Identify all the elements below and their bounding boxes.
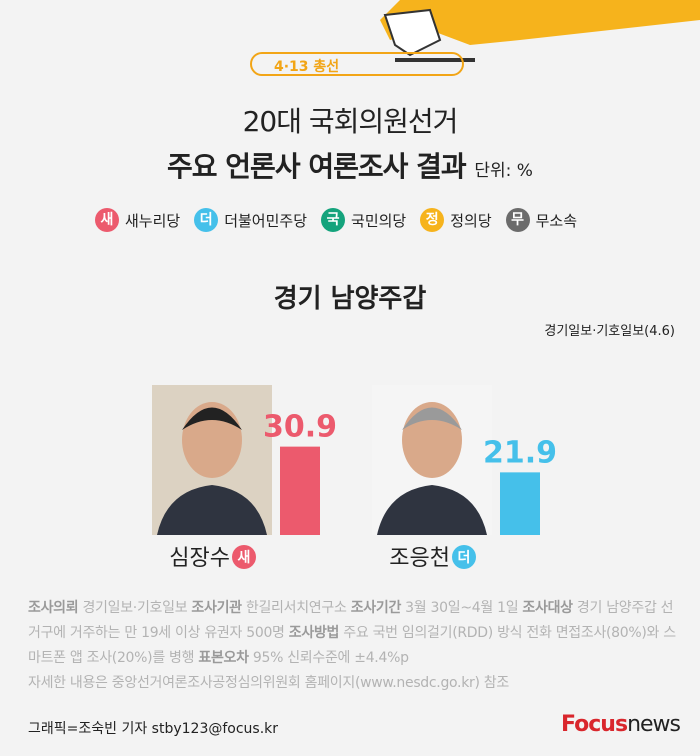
party-mark: 새 [238,550,251,566]
legend-item: 무 무소속 [505,208,578,232]
legend-item: 국 국민의당 [321,208,406,232]
photo-suit [377,485,487,535]
unit: 단위: % [474,161,533,181]
note-paragraph: 조사의뢰 경기일보·기호일보 조사기관 한길리서치연구소 조사기간 3월 30일… [28,596,678,671]
brand: Focus [561,712,628,737]
note-text: 주요 국번 임의걸기(RDD) 방식 전화 면접조사(80%)와 스마트폰 앱 … [28,625,676,666]
chart: 30.9 심장수 새 21.9 조응천 더 [152,385,557,571]
chart-title: 경기 남양주갑 [273,284,427,314]
note-label: 조사대상 [522,600,573,616]
brand-suffix: news [627,712,681,737]
candidate-name: 조응천 [389,546,450,571]
election-tag: 4·13 총선 [250,52,464,76]
note-text: 한길리서치연구소 [241,600,351,616]
party-mark: 새 [95,208,119,232]
value-label: 30.9 [263,410,337,445]
note-label: 조사방법 [288,625,340,641]
candidate-name: 심장수 [169,546,230,571]
logo: Focusnews [561,712,681,737]
party-mark: 국 [321,208,346,232]
photo-suit [157,485,267,535]
photo-hair [182,407,242,430]
source: 경기일보·기호일보(4.6) [544,324,675,339]
tag-text: 4·13 총선 [274,59,340,75]
party-mark: 더 [458,550,471,566]
party-name: 새누리당 [125,211,181,230]
notes: 조사의뢰 경기일보·기호일보 조사기관 한길리서치연구소 조사기간 3월 30일… [28,596,678,696]
party-name: 정의당 [450,211,492,230]
credit: 그래픽=조숙빈 기자 stby123@focus.kr [28,721,279,737]
note-label: 조사기관 [191,600,242,616]
party-mark-bg [232,545,256,569]
bar [280,446,320,535]
party-name: 무소속 [535,211,578,230]
party-mark-bg [452,545,476,569]
title: 20대 국회의원선거 [242,105,459,138]
party-name: 더불어민주당 [224,211,308,230]
legend-item: 새 새누리당 [95,208,180,232]
note-text: 3월 30일~4월 1일 [401,600,523,616]
note-text: 95% 신뢰수준에 ±4.4%p [248,650,409,666]
photo-hair [402,407,462,430]
note-paragraph: 자세한 내용은 중앙선거여론조사공정심의위원회 홈페이지(www.nesdc.g… [28,671,678,696]
title: 주요 언론사 여론조사 결과 단위: % [0,145,700,185]
party-mark: 더 [194,208,219,232]
candidate-photo [152,385,272,535]
legend-item: 더 더불어민주당 [194,208,307,232]
note-label: 조사의뢰 [28,600,79,616]
legend: 새 새누리당 더 더불어민주당 국 국민의당 정 정의당 무 무소속 [95,208,577,232]
note-label: 조사기간 [350,600,402,616]
bar [500,472,540,535]
note-text: 경기일보·기호일보 [78,600,192,616]
note-label: 표본오차 [198,650,249,666]
note-text: 경기 남양주갑 선거구에 거주하는 만 19세 이상 유권자 500명 [28,600,674,641]
legend-item: 정 정의당 [420,208,492,232]
party-mark: 무 [505,208,530,232]
party-name: 국민의당 [351,211,407,230]
ballot-illustration [380,0,700,62]
party-mark: 정 [420,208,445,232]
candidate-photo [372,385,492,535]
note-text: 자세한 내용은 중앙선거여론조사공정심의위원회 홈페이지(www.nesdc.g… [28,675,509,691]
value-label: 21.9 [483,435,557,470]
title-line: 주요 언론사 여론조사 결과 [167,150,467,183]
